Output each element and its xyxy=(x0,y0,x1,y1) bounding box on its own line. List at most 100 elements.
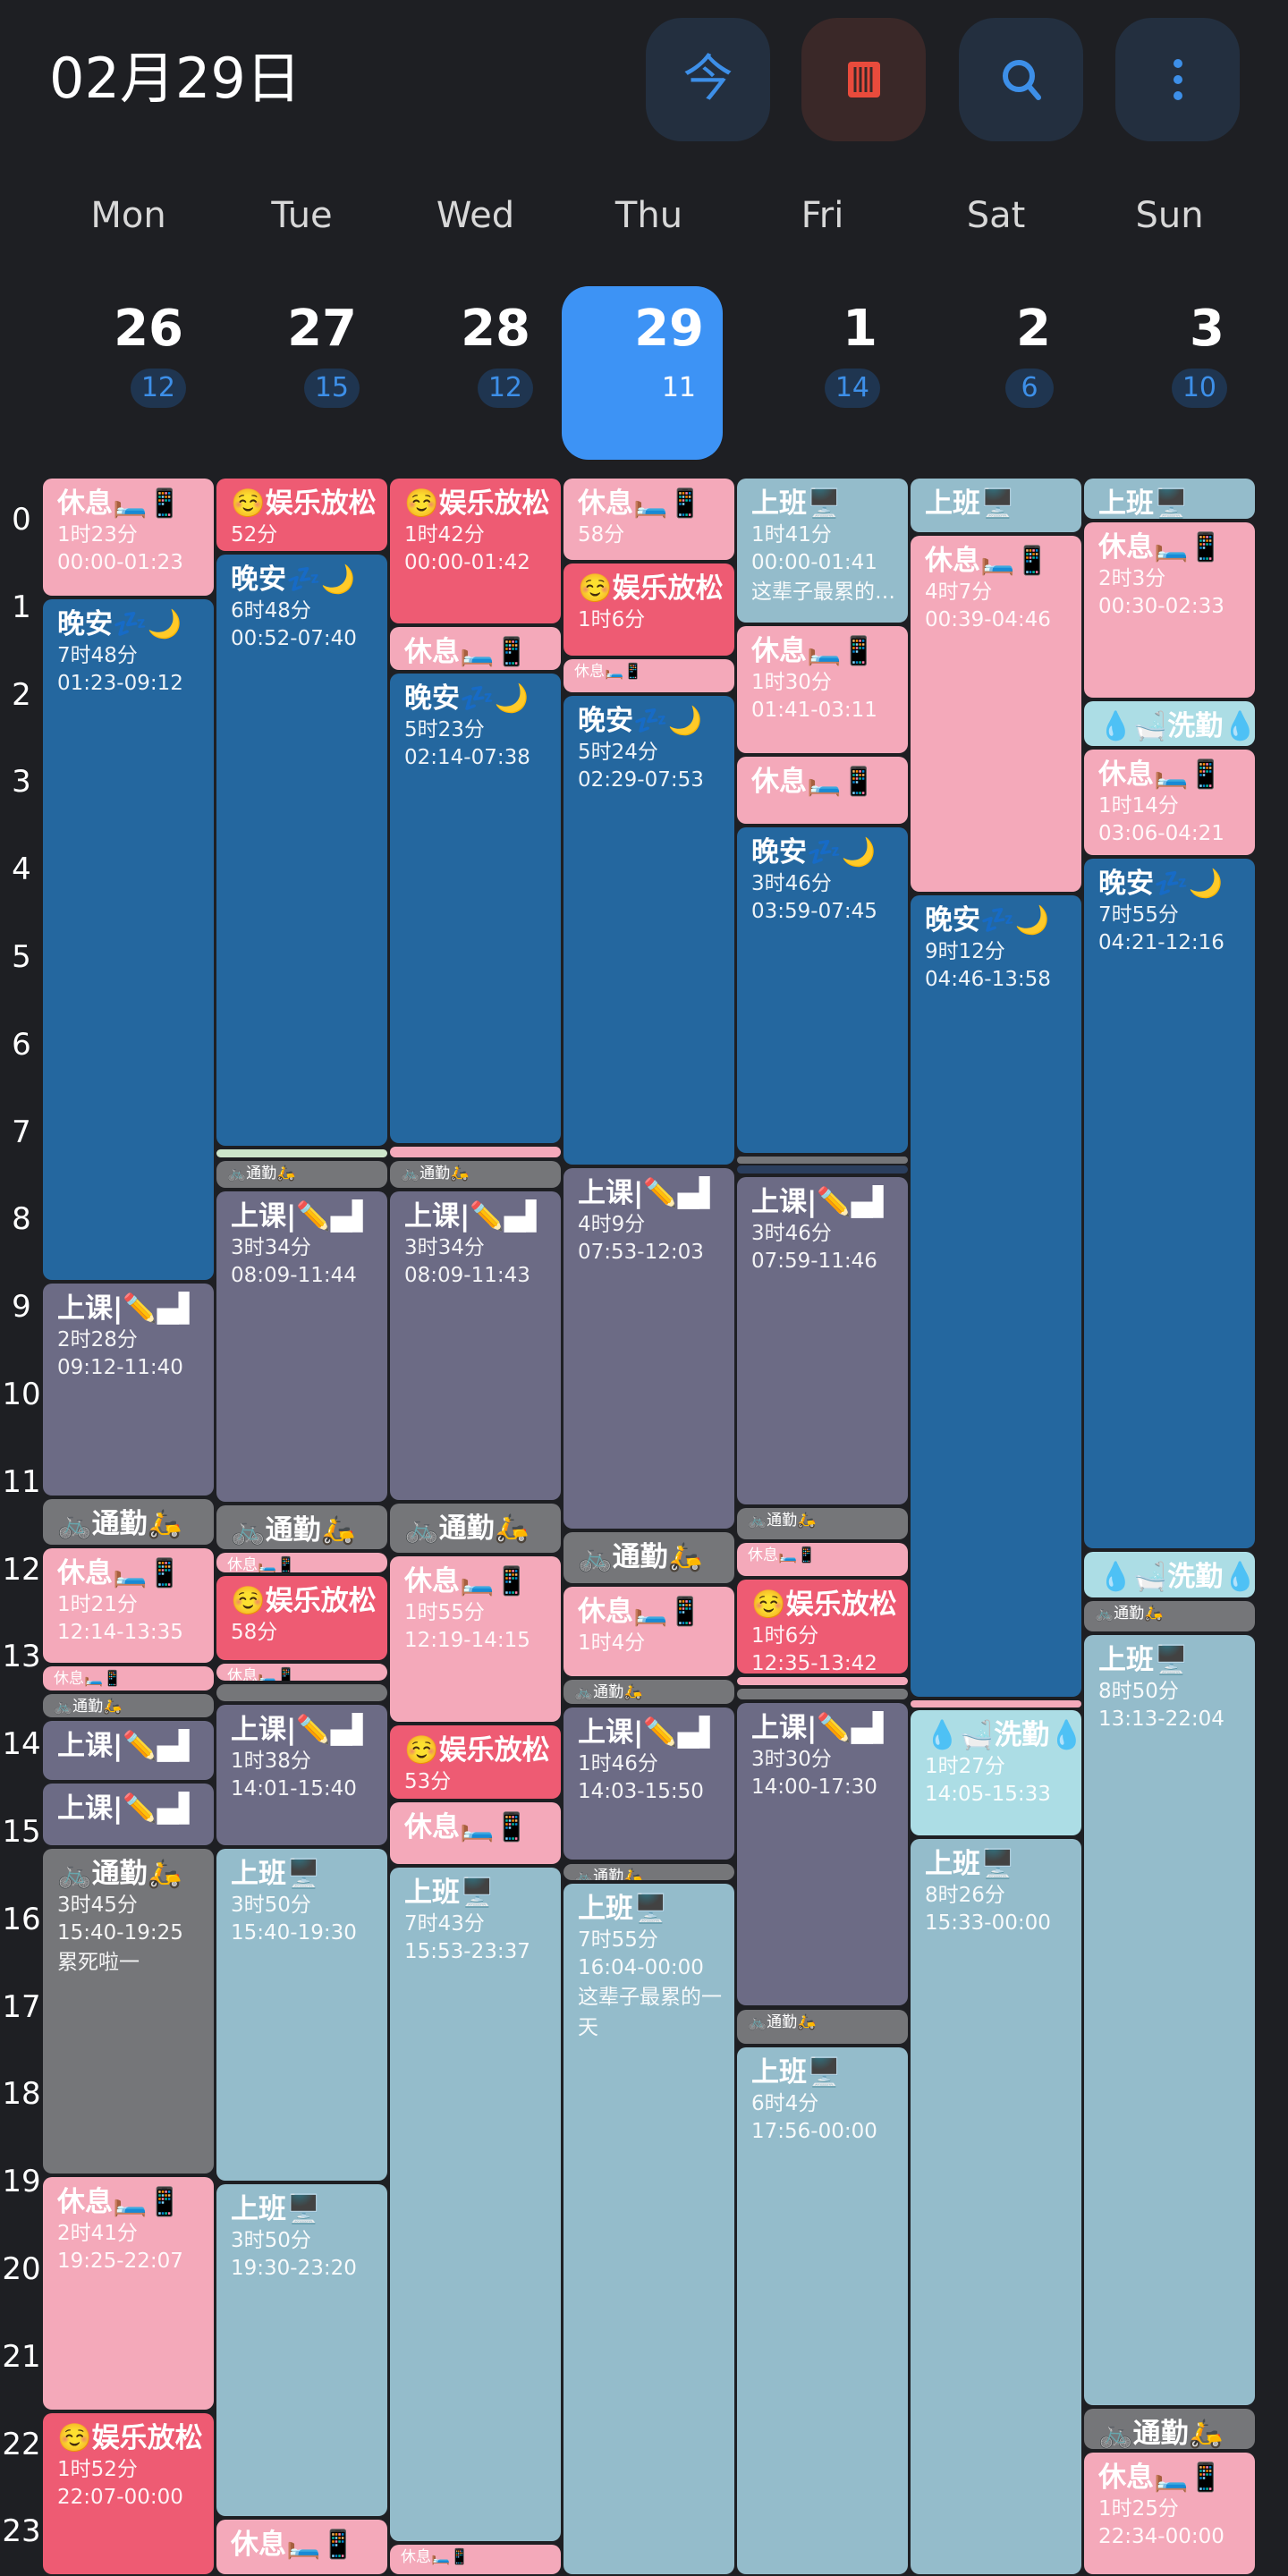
event-block-rest[interactable]: 休息🛏️📱 xyxy=(390,1802,561,1865)
event-block-work[interactable]: 上班🖥️ 8时26分 15:33-00:00 xyxy=(911,1838,1081,2575)
event-block-commute[interactable]: 🚲通勤🛵 xyxy=(390,1503,561,1553)
event-block-fun[interactable]: ☺️娱乐放松 1时42分 00:00-01:42 xyxy=(390,479,561,624)
event-block-rest[interactable]: 休息🛏️📱 58分 xyxy=(564,479,734,560)
event-block-class[interactable]: 上课|✏️▄▌ 3时30分 14:00-17:30 xyxy=(737,1703,908,2006)
event-block-rest[interactable]: 休息🛏️📱 xyxy=(737,1542,908,1576)
event-duration: 2时3分 xyxy=(1098,566,1166,590)
event-block-wash[interactable]: 💧🛁洗勤💧 xyxy=(1084,701,1255,747)
event-block-rest[interactable]: 休息🛏️📱 xyxy=(390,627,561,671)
event-block-green[interactable] xyxy=(216,1148,387,1157)
event-block-rest[interactable] xyxy=(390,1146,561,1157)
event-block-class[interactable]: 上课|✏️▄▌ 1时46分 14:03-15:50 xyxy=(564,1707,734,1860)
event-block-sleep[interactable]: 晚安💤🌙 6时48分 00:52-07:40 xyxy=(216,554,387,1146)
search-button[interactable] xyxy=(959,18,1083,141)
event-block-class[interactable]: 上课|✏️▄▌ 2时28分 09:12-11:40 xyxy=(43,1283,214,1496)
event-block-rest[interactable]: 休息🛏️📱 1时14分 03:06-04:21 xyxy=(1084,750,1255,856)
event-block-rest[interactable]: 休息🛏️📱 2时41分 19:25-22:07 xyxy=(43,2176,214,2410)
event-block-commute[interactable] xyxy=(216,1684,387,1701)
event-duration: 6时4分 xyxy=(751,2091,819,2115)
event-block-sleep[interactable]: 晚安💤🌙 5时24分 02:29-07:53 xyxy=(564,695,734,1165)
event-block-commute[interactable]: 🚲通勤🛵 xyxy=(1084,2409,1255,2449)
day-number[interactable]: 27 xyxy=(287,300,357,358)
event-block-rest[interactable]: 休息🛏️📱 xyxy=(564,659,734,692)
event-block-work[interactable]: 上班🖥️ 8时50分 13:13-22:04 xyxy=(1084,1634,1255,2406)
event-block-class[interactable]: 上课|✏️▄▌ xyxy=(43,1783,214,1846)
event-block-class[interactable]: 上课|✏️▄▌ xyxy=(43,1720,214,1780)
event-block-commute[interactable]: 🚲通勤🛵 xyxy=(390,1160,561,1189)
event-block-rest[interactable]: 休息🛏️📱 xyxy=(216,2520,387,2575)
event-block-fun[interactable]: ☺️娱乐放松 52分 xyxy=(216,479,387,551)
event-block-class[interactable]: 上课|✏️▄▌ 3时34分 08:09-11:43 xyxy=(390,1191,561,1500)
event-block-commute[interactable]: 🚲通勤🛵 xyxy=(737,2009,908,2044)
event-block-commute[interactable]: 🚲通勤🛵 xyxy=(1084,1601,1255,1631)
hour-label: 3 xyxy=(12,764,31,801)
event-block-rest[interactable]: 休息🛏️📱 1时21分 12:14-13:35 xyxy=(43,1548,214,1664)
event-block-class[interactable]: 上课|✏️▄▌ 1时38分 14:01-15:40 xyxy=(216,1704,387,1846)
day-number[interactable]: 2 xyxy=(1016,300,1051,358)
event-block-rest[interactable] xyxy=(737,1676,908,1685)
event-block-commute[interactable]: 🚲通勤🛵 xyxy=(216,1504,387,1550)
event-block-commute[interactable]: 🚲通勤🛵 xyxy=(564,1680,734,1705)
event-block-rest[interactable]: 休息🛏️📱 1时4分 xyxy=(564,1586,734,1677)
event-block-commute[interactable]: 🚲通勤🛵 3时45分 15:40-19:25 累死啦一 xyxy=(43,1849,214,2174)
day-number[interactable]: 28 xyxy=(461,300,530,358)
event-block-rest[interactable]: 休息🛏️📱 1时55分 12:19-14:15 xyxy=(390,1555,561,1722)
event-block-work[interactable]: 上班🖥️ xyxy=(911,479,1081,532)
event-duration: 1时46分 xyxy=(578,1752,658,1776)
hour-label: 12 xyxy=(2,1551,41,1588)
event-block-sleep[interactable]: 晚安💤🌙 3时46分 03:59-07:45 xyxy=(737,826,908,1153)
day-number[interactable]: 29 xyxy=(634,300,704,358)
event-block-wash[interactable]: 💧🛁洗勤💧 xyxy=(1084,1551,1255,1598)
event-block-rest[interactable]: 休息🛏️📱 2时3分 00:30-02:33 xyxy=(1084,521,1255,699)
more-button[interactable] xyxy=(1115,18,1240,141)
event-block-class[interactable]: 上课|✏️▄▌ 4时9分 07:53-12:03 xyxy=(564,1167,734,1530)
event-block-sleep[interactable]: 晚安💤🌙 5时23分 02:14-07:38 xyxy=(390,674,561,1143)
event-block-work[interactable]: 上班🖥️ 3时50分 15:40-19:30 xyxy=(216,1849,387,2182)
event-block-rest[interactable]: 休息🛏️📱 xyxy=(216,1664,387,1681)
event-block-commute[interactable]: 🚲通勤🛵 xyxy=(737,1507,908,1539)
event-title: 上课|✏️▄▌ xyxy=(751,1185,894,1218)
event-title: ☺️娱乐放松 xyxy=(751,1588,897,1621)
event-block-class[interactable]: 上课|✏️▄▌ 3时34分 08:09-11:44 xyxy=(216,1191,387,1502)
event-block-commute[interactable]: 🚲通勤🛵 xyxy=(216,1160,387,1189)
week-view-button[interactable] xyxy=(801,18,926,141)
event-block-sleep[interactable]: 晚安💤🌙 7时55分 04:21-12:16 xyxy=(1084,859,1255,1548)
today-button[interactable]: 今 xyxy=(646,18,770,141)
event-block-rest[interactable]: 休息🛏️📱 xyxy=(216,1553,387,1573)
event-block-work[interactable]: 上班🖥️ 7时55分 16:04-00:00 这辈子最累的一天 xyxy=(564,1884,734,2575)
event-block-commute[interactable]: 🚲通勤🛵 xyxy=(564,1532,734,1583)
event-block-work[interactable]: 上班🖥️ 1时41分 00:00-01:41 这辈子最累的一天 xyxy=(737,479,908,623)
day-number[interactable]: 3 xyxy=(1190,300,1224,358)
event-block-rest[interactable]: 休息🛏️📱 xyxy=(43,1666,214,1691)
event-block-commute[interactable]: 🚲通勤🛵 xyxy=(43,1499,214,1546)
event-block-fun[interactable]: ☺️娱乐放松 1时6分 xyxy=(564,563,734,657)
event-title: 🚲通勤🛵 xyxy=(231,1513,356,1546)
event-block-sleep[interactable]: 晚安💤🌙 9时12分 04:46-13:58 xyxy=(911,895,1081,1697)
event-block-rest[interactable]: 休息🛏️📱 1时30分 01:41-03:11 xyxy=(737,625,908,754)
event-block-class[interactable]: 上课|✏️▄▌ 3时46分 07:59-11:46 xyxy=(737,1176,908,1504)
event-block-rest[interactable]: 休息🛏️📱 xyxy=(390,2544,561,2575)
event-block-fun[interactable]: ☺️娱乐放松 1时6分 12:35-13:42 xyxy=(737,1579,908,1674)
event-block-commute[interactable]: 🚲通勤🛵 xyxy=(564,1863,734,1881)
event-block-work[interactable]: 上班🖥️ 7时43分 15:53-23:37 xyxy=(390,1868,561,2541)
event-block-navy[interactable] xyxy=(737,1165,908,1174)
event-block-wash[interactable]: 💧🛁洗勤💧 1时27分 14:05-15:33 xyxy=(911,1710,1081,1835)
event-block-commute[interactable] xyxy=(737,1688,908,1700)
event-block-rest[interactable]: 休息🛏️📱 1时25分 22:34-00:00 xyxy=(1084,2453,1255,2575)
event-block-rest[interactable]: 休息🛏️📱 1时23分 00:00-01:23 xyxy=(43,479,214,597)
event-block-fun[interactable]: ☺️娱乐放松 53分 xyxy=(390,1724,561,1800)
event-block-work[interactable]: 上班🖥️ 3时50分 19:30-23:20 xyxy=(216,2184,387,2516)
event-block-fun[interactable]: ☺️娱乐放松 58分 xyxy=(216,1576,387,1661)
event-block-commute[interactable]: 🚲通勤🛵 xyxy=(43,1694,214,1717)
event-block-fun[interactable]: ☺️娱乐放松 1时52分 22:07-00:00 xyxy=(43,2413,214,2575)
event-block-commute[interactable] xyxy=(737,1156,908,1164)
event-block-work[interactable]: 上班🖥️ xyxy=(1084,479,1255,519)
event-block-rest[interactable] xyxy=(911,1699,1081,1707)
day-number[interactable]: 26 xyxy=(114,300,183,358)
day-number[interactable]: 1 xyxy=(843,300,877,358)
event-block-sleep[interactable]: 晚安💤🌙 7时48分 01:23-09:12 xyxy=(43,599,214,1280)
event-time-range: 01:23-09:12 xyxy=(57,672,183,696)
event-block-rest[interactable]: 休息🛏️📱 4时7分 00:39-04:46 xyxy=(911,535,1081,893)
event-block-rest[interactable]: 休息🛏️📱 xyxy=(737,757,908,824)
event-block-work[interactable]: 上班🖥️ 6时4分 17:56-00:00 xyxy=(737,2046,908,2575)
